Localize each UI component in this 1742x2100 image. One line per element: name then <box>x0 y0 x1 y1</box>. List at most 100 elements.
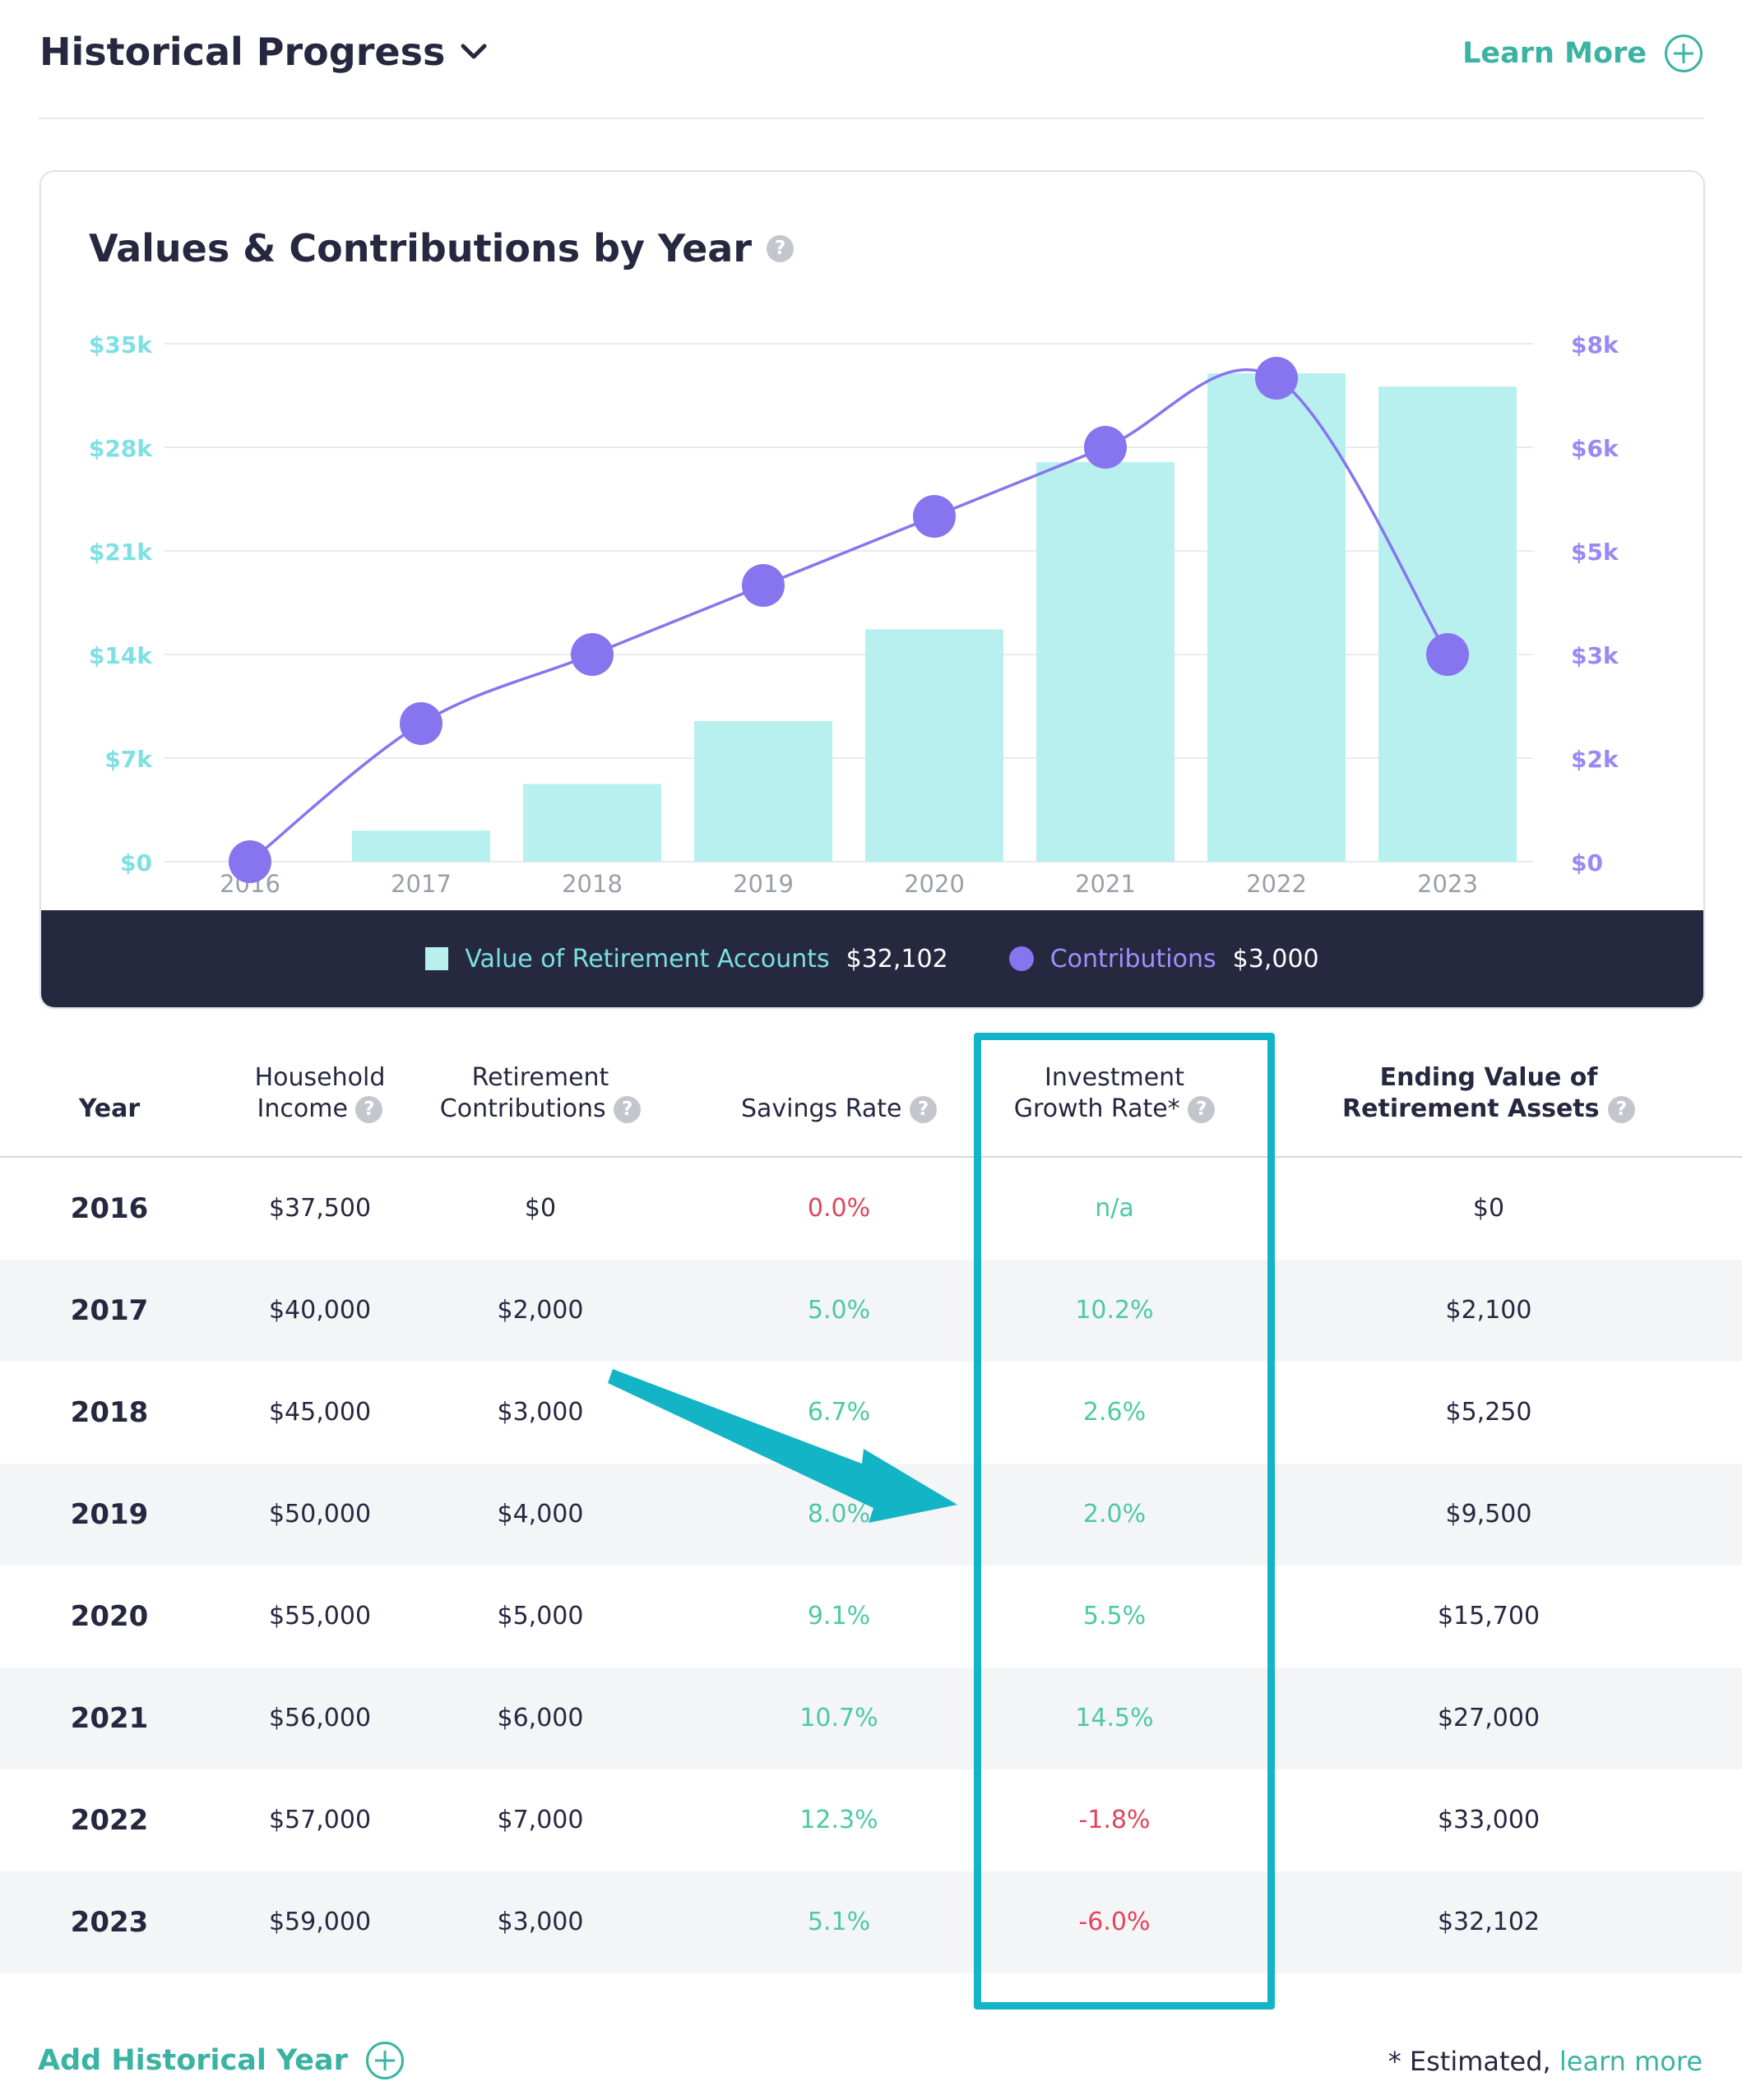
contribution-point <box>400 702 442 745</box>
col-header-contributions: Retirement Contributions ? <box>421 1062 660 1125</box>
col-header-ending-line1: Ending Value of <box>1379 1063 1598 1092</box>
cell-income: $55,000 <box>268 1602 372 1631</box>
cell-year: 2021 <box>70 1702 149 1735</box>
cell-contrib: $2,000 <box>497 1296 584 1325</box>
add-historical-year-button[interactable]: Add Historical Year <box>38 2042 404 2079</box>
col-header-contributions-line1: Retirement <box>471 1063 609 1092</box>
help-icon[interactable]: ? <box>614 1096 642 1123</box>
x-tick-label: 2019 <box>733 870 794 898</box>
cell-income: $37,500 <box>268 1194 372 1223</box>
col-header-ending: Ending Value of Retirement Assets ? <box>1308 1062 1670 1125</box>
bar <box>1378 386 1517 862</box>
page-title: Historical Progress <box>39 30 446 74</box>
legend-contributions[interactable]: Contributions $3,000 <box>1008 944 1319 974</box>
col-header-income-text: Income <box>257 1094 348 1123</box>
y-right-tick-label: $6k <box>1571 435 1619 462</box>
legend-accounts-label: Value of Retirement Accounts <box>465 944 830 974</box>
legend-accounts-value: $32,102 <box>846 944 948 974</box>
y-right-tick-label: $3k <box>1571 642 1619 669</box>
legend-contributions-value: $3,000 <box>1232 944 1319 974</box>
table-row: 2017 $40,000 $2,000 5.0% 10.2% $2,100 <box>0 1260 1742 1362</box>
col-header-growth-line2: Growth Rate* ? <box>979 1094 1250 1125</box>
estimated-learn-more-link[interactable]: learn more <box>1559 2046 1703 2077</box>
cell-ending: $15,700 <box>1437 1602 1540 1631</box>
help-icon[interactable]: ? <box>1188 1096 1216 1123</box>
contribution-point <box>571 633 614 676</box>
cell-income: $50,000 <box>268 1500 372 1529</box>
cell-contrib: $0 <box>524 1194 557 1223</box>
cell-growth: 10.2% <box>1075 1296 1154 1325</box>
bar <box>1207 373 1346 862</box>
bar <box>352 830 490 862</box>
cell-income: $40,000 <box>268 1296 372 1325</box>
contribution-point <box>1084 426 1127 469</box>
y-right-tick-label: $8k <box>1571 331 1619 358</box>
col-header-ending-text: Retirement Assets <box>1342 1094 1600 1123</box>
learn-more-link[interactable]: Learn More <box>1462 35 1703 72</box>
cell-ending: $33,000 <box>1437 1806 1540 1834</box>
table-row: 2016 $37,500 $0 0.0% n/a $0 <box>0 1158 1742 1260</box>
help-icon[interactable]: ? <box>1607 1096 1635 1123</box>
cell-ending: $32,102 <box>1437 1908 1540 1936</box>
cell-year: 2023 <box>70 1906 149 1939</box>
chart-title: Values & Contributions by Year <box>89 226 753 271</box>
cell-year: 2020 <box>70 1600 149 1633</box>
estimated-note-text: * Estimated, <box>1388 2046 1559 2077</box>
legend-swatch-accounts <box>425 947 449 970</box>
cell-year: 2017 <box>70 1294 149 1327</box>
col-header-contributions-line2: Contributions ? <box>421 1094 660 1125</box>
cell-contrib: $4,000 <box>497 1500 584 1529</box>
cell-savings: 6.7% <box>807 1398 871 1427</box>
y-right-tick-label: $5k <box>1571 539 1619 566</box>
cell-growth: 14.5% <box>1075 1704 1154 1732</box>
table-row: 2020 $55,000 $5,000 9.1% 5.5% $15,700 <box>0 1566 1742 1668</box>
cell-savings: 5.1% <box>807 1908 871 1936</box>
cell-contrib: $6,000 <box>497 1704 584 1732</box>
help-icon[interactable]: ? <box>767 234 795 262</box>
cell-year: 2018 <box>70 1396 149 1429</box>
bar <box>865 629 1003 862</box>
y-left-tick-label: $14k <box>89 642 153 669</box>
cell-contrib: $3,000 <box>497 1908 584 1936</box>
cell-year: 2016 <box>70 1192 149 1225</box>
cell-savings: 9.1% <box>807 1602 871 1631</box>
cell-income: $45,000 <box>268 1398 372 1427</box>
chevron-down-icon <box>461 44 487 59</box>
col-header-income-line1: Household <box>254 1063 386 1092</box>
y-left-tick-label: $0 <box>120 849 152 877</box>
contribution-point <box>1255 357 1298 400</box>
plus-circle-icon <box>365 2042 404 2079</box>
legend-swatch-contributions <box>1008 946 1034 971</box>
add-historical-year-label: Add Historical Year <box>38 2044 348 2077</box>
col-header-income-line2: Income ? <box>219 1094 421 1125</box>
table-row: 2023 $59,000 $3,000 5.1% -6.0% $32,102 <box>0 1871 1742 1973</box>
chart-legend-bar: Value of Retirement Accounts $32,102 Con… <box>41 910 1703 1007</box>
cell-ending: $9,500 <box>1445 1500 1532 1529</box>
table-row: 2022 $57,000 $7,000 12.3% -1.8% $33,000 <box>0 1769 1742 1871</box>
legend-accounts[interactable]: Value of Retirement Accounts $32,102 <box>425 944 948 974</box>
x-tick-label: 2018 <box>562 870 623 898</box>
header-divider <box>38 118 1704 119</box>
table-header-divider <box>0 1156 1742 1158</box>
col-header-growth-line1: Investment <box>1045 1063 1184 1092</box>
help-icon[interactable]: ? <box>910 1096 938 1123</box>
cell-growth: 2.0% <box>1082 1500 1147 1529</box>
historical-progress-dropdown[interactable]: Historical Progress <box>39 30 488 74</box>
x-tick-label: 2023 <box>1417 870 1478 898</box>
cell-savings: 12.3% <box>799 1806 878 1834</box>
growth-rate-highlight-box <box>974 1033 1275 2010</box>
help-icon[interactable]: ? <box>355 1096 383 1123</box>
x-tick-label: 2021 <box>1075 870 1136 898</box>
plus-circle-icon <box>1665 35 1703 72</box>
cell-income: $56,000 <box>268 1704 372 1732</box>
chart-card: Values & Contributions by Year ? $0 $7k $1… <box>39 170 1705 1009</box>
bar <box>523 784 661 862</box>
cell-ending: $5,250 <box>1445 1398 1532 1427</box>
col-header-ending-line2: Retirement Assets ? <box>1308 1094 1670 1125</box>
y-right-tick-label: $0 <box>1571 849 1603 877</box>
cell-income: $57,000 <box>268 1806 372 1834</box>
col-header-contributions-text: Contributions <box>439 1094 606 1123</box>
y-left-tick-label: $21k <box>89 539 153 566</box>
cell-savings: 5.0% <box>807 1296 871 1325</box>
